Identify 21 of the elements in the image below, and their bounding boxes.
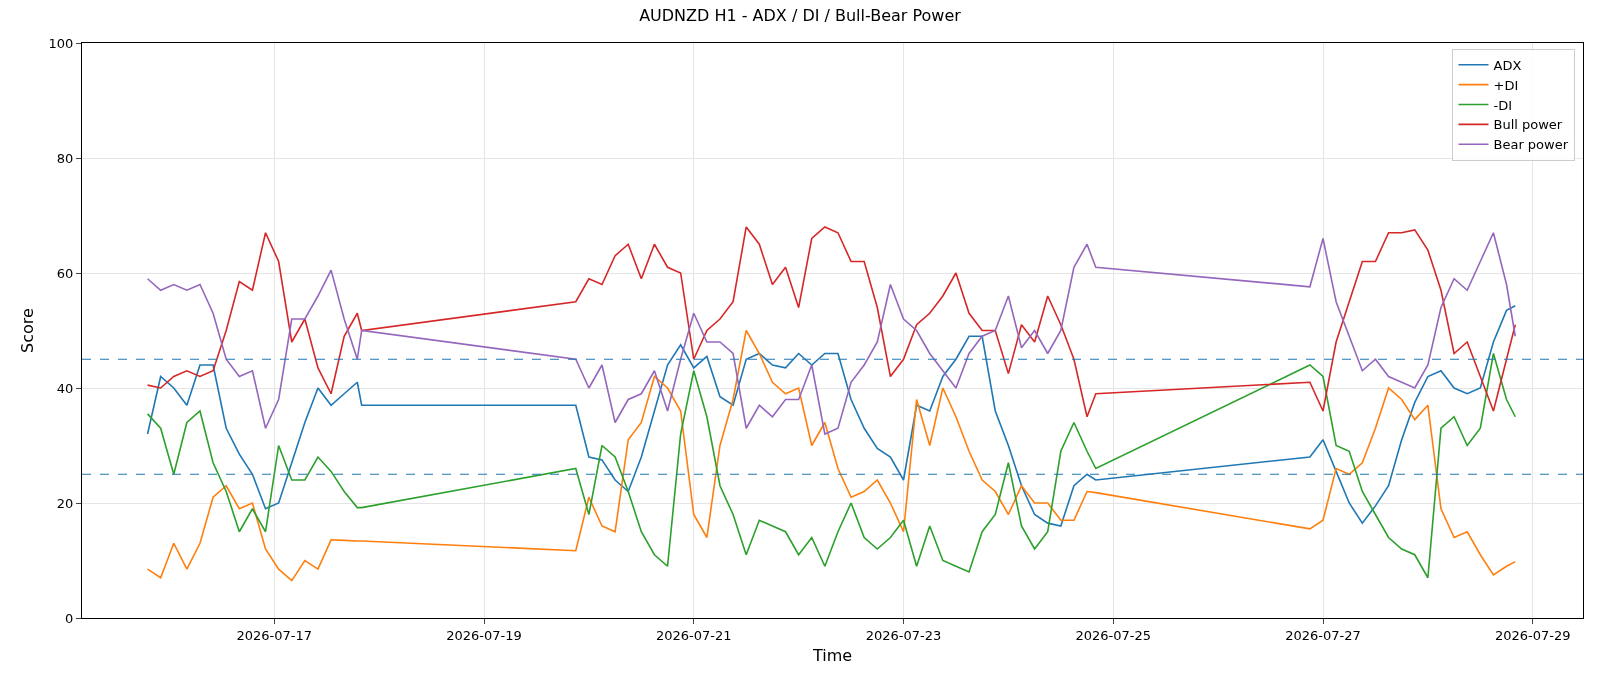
x-tick-label: 2026-07-23 [865,627,942,643]
legend-label: ADX [1493,57,1522,73]
y-tick-label: 100 [48,35,74,51]
legend-label: Bull power [1493,117,1563,133]
x-axis-title: Time [811,646,853,666]
y-tick-label: 20 [56,495,74,511]
x-tick-label: 2026-07-25 [1075,627,1152,643]
x-tick-label: 2026-07-29 [1494,627,1571,643]
legend-label: Bear power [1493,137,1569,153]
x-tick-label: 2026-07-19 [446,627,522,643]
y-tick-label: 80 [56,150,74,166]
y-tick-label: 40 [56,380,74,396]
legend-label: +DI [1493,77,1519,93]
x-tick-label: 2026-07-27 [1285,627,1361,643]
x-tick-label: 2026-07-21 [655,627,732,643]
y-tick-label: 0 [65,610,74,626]
y-tick-label: 60 [56,265,74,281]
chart-title: AUDNZD H1 - ADX / DI / Bull-Bear Power [639,6,962,26]
y-axis-title: Score [18,308,38,353]
legend-label: -DI [1493,97,1513,113]
x-tick-label: 2026-07-17 [236,627,313,643]
